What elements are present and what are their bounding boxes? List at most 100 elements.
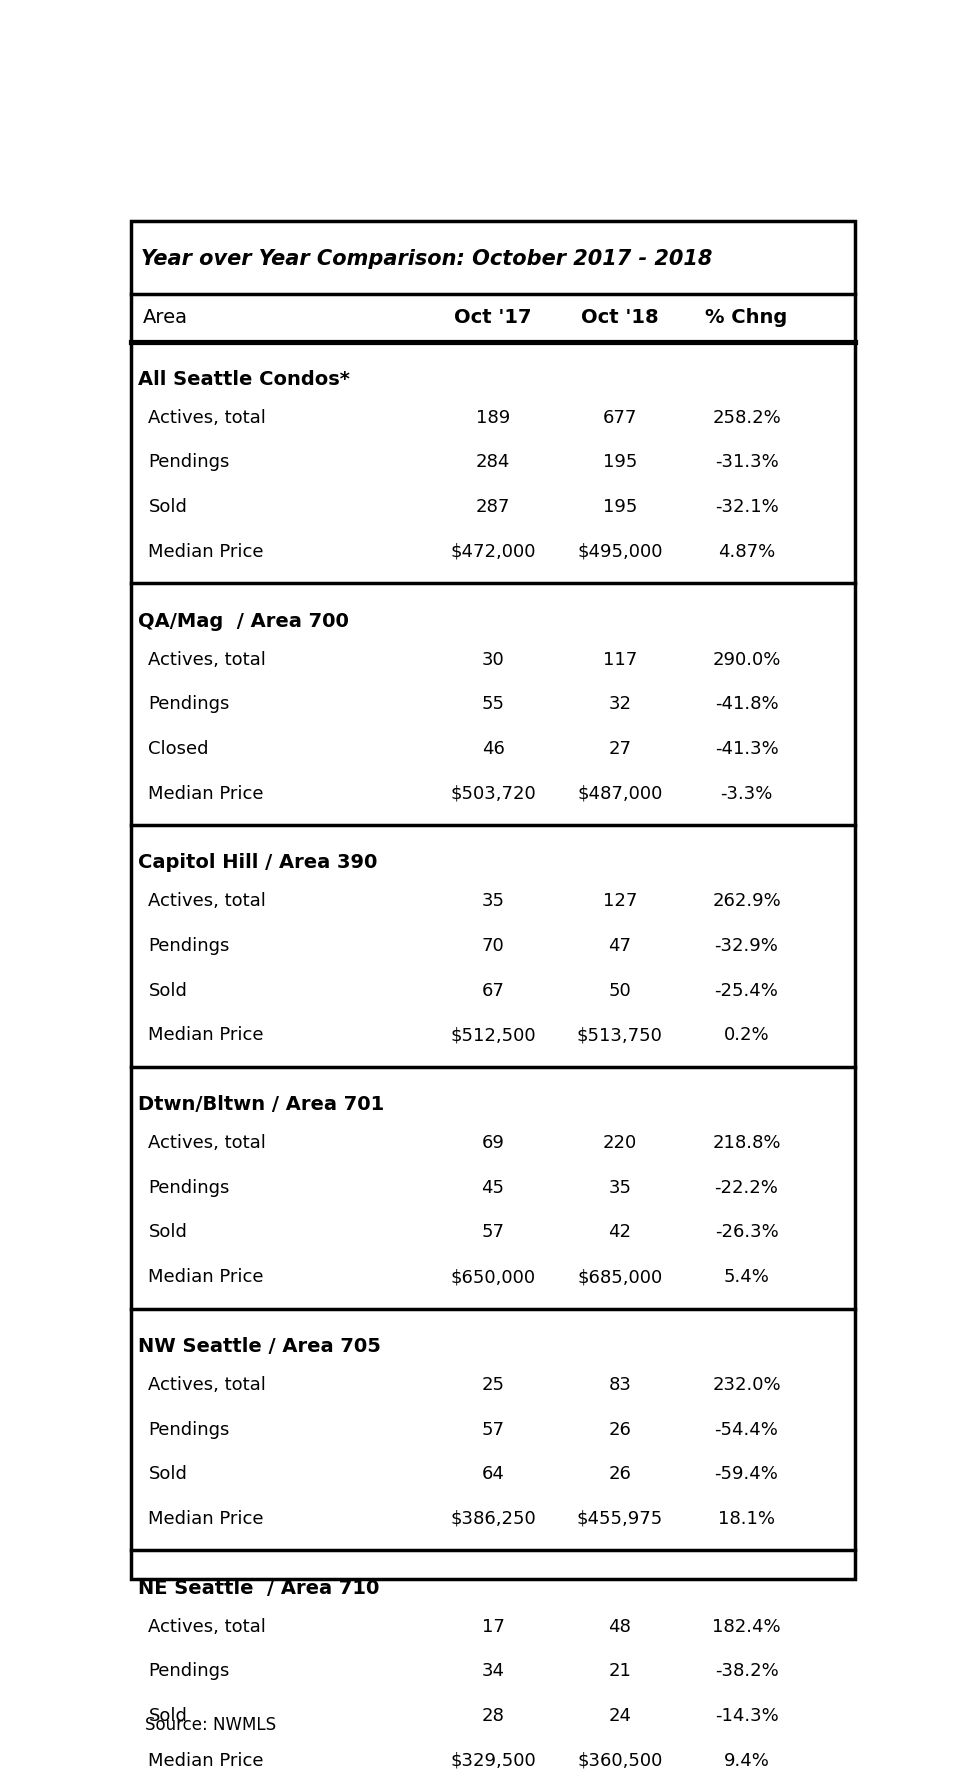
Text: -22.2%: -22.2% [714, 1180, 777, 1198]
Text: 27: 27 [607, 740, 630, 757]
Text: % Chng: % Chng [704, 308, 787, 328]
Text: 34: 34 [481, 1663, 504, 1680]
Text: $503,720: $503,720 [450, 784, 535, 802]
Text: 24: 24 [607, 1707, 630, 1725]
Text: 117: 117 [602, 650, 636, 668]
Text: $685,000: $685,000 [577, 1269, 662, 1287]
Text: 46: 46 [481, 740, 504, 757]
Text: 0.2%: 0.2% [723, 1026, 769, 1044]
Text: Actives, total: Actives, total [148, 1618, 266, 1636]
Text: 189: 189 [476, 408, 509, 428]
Text: Sold: Sold [148, 1224, 187, 1242]
Text: All Seattle Condos*: All Seattle Condos* [137, 371, 349, 388]
Text: NE Seattle  / Area 710: NE Seattle / Area 710 [137, 1579, 379, 1598]
Text: 4.87%: 4.87% [717, 544, 775, 561]
Text: $360,500: $360,500 [577, 1752, 662, 1770]
Text: 258.2%: 258.2% [711, 408, 780, 428]
Text: 21: 21 [607, 1663, 630, 1680]
Text: 26: 26 [607, 1465, 630, 1483]
Text: Median Price: Median Price [148, 1752, 263, 1770]
Text: Pendings: Pendings [148, 1180, 230, 1198]
Text: 45: 45 [481, 1180, 504, 1198]
Text: -38.2%: -38.2% [714, 1663, 777, 1680]
Text: 57: 57 [481, 1224, 504, 1242]
Text: 232.0%: 232.0% [711, 1376, 780, 1394]
Text: 9.4%: 9.4% [723, 1752, 769, 1770]
Text: 262.9%: 262.9% [711, 893, 780, 911]
Text: QA/Mag  / Area 700: QA/Mag / Area 700 [137, 611, 348, 631]
Text: Capitol Hill / Area 390: Capitol Hill / Area 390 [137, 854, 377, 873]
Text: 30: 30 [481, 650, 504, 668]
Text: Actives, total: Actives, total [148, 408, 266, 428]
Text: Pendings: Pendings [148, 937, 230, 955]
Text: 57: 57 [481, 1420, 504, 1438]
Text: $487,000: $487,000 [577, 784, 662, 802]
Text: 42: 42 [607, 1224, 630, 1242]
Text: Median Price: Median Price [148, 544, 263, 561]
Text: Sold: Sold [148, 982, 187, 1000]
Text: -41.3%: -41.3% [714, 740, 777, 757]
Text: Oct '18: Oct '18 [580, 308, 658, 328]
Text: -54.4%: -54.4% [714, 1420, 777, 1438]
Text: Median Price: Median Price [148, 1026, 263, 1044]
Text: 195: 195 [602, 499, 636, 517]
Text: Pendings: Pendings [148, 1420, 230, 1438]
Text: $455,975: $455,975 [576, 1509, 662, 1527]
Text: Closed: Closed [148, 740, 209, 757]
Text: 5.4%: 5.4% [723, 1269, 769, 1287]
Text: $512,500: $512,500 [450, 1026, 535, 1044]
Text: 28: 28 [481, 1707, 504, 1725]
Text: Pendings: Pendings [148, 695, 230, 713]
Text: 35: 35 [607, 1180, 630, 1198]
Text: Year over Year Comparison: October 2017 - 2018: Year over Year Comparison: October 2017 … [140, 249, 711, 269]
Text: $329,500: $329,500 [450, 1752, 535, 1770]
Text: 55: 55 [481, 695, 504, 713]
Text: Median Price: Median Price [148, 1509, 263, 1527]
Text: -3.3%: -3.3% [720, 784, 772, 802]
Text: 70: 70 [481, 937, 504, 955]
Text: 48: 48 [607, 1618, 630, 1636]
Text: 127: 127 [602, 893, 636, 911]
Text: 284: 284 [476, 453, 509, 472]
Text: 67: 67 [481, 982, 504, 1000]
Text: 83: 83 [607, 1376, 630, 1394]
Text: Actives, total: Actives, total [148, 1376, 266, 1394]
Text: Actives, total: Actives, total [148, 650, 266, 668]
Text: 47: 47 [607, 937, 630, 955]
Text: Actives, total: Actives, total [148, 1133, 266, 1153]
Text: -26.3%: -26.3% [714, 1224, 777, 1242]
Text: Median Price: Median Price [148, 784, 263, 802]
Text: $495,000: $495,000 [577, 544, 662, 561]
Text: -59.4%: -59.4% [714, 1465, 777, 1483]
Text: 290.0%: 290.0% [711, 650, 780, 668]
Text: 182.4%: 182.4% [711, 1618, 780, 1636]
Text: -25.4%: -25.4% [714, 982, 777, 1000]
Text: 64: 64 [481, 1465, 504, 1483]
Text: Source: NWMLS: Source: NWMLS [145, 1716, 276, 1734]
Text: 220: 220 [602, 1133, 636, 1153]
Text: Median Price: Median Price [148, 1269, 263, 1287]
Text: $386,250: $386,250 [450, 1509, 535, 1527]
Text: 32: 32 [607, 695, 630, 713]
Text: 287: 287 [476, 499, 509, 517]
Text: $650,000: $650,000 [450, 1269, 535, 1287]
Text: Sold: Sold [148, 1465, 187, 1483]
Text: Area: Area [142, 308, 187, 328]
Text: 26: 26 [607, 1420, 630, 1438]
Text: 195: 195 [602, 453, 636, 472]
Text: Dtwn/Bltwn / Area 701: Dtwn/Bltwn / Area 701 [137, 1096, 383, 1114]
Text: 35: 35 [481, 893, 504, 911]
Text: $513,750: $513,750 [577, 1026, 662, 1044]
Text: -32.1%: -32.1% [714, 499, 777, 517]
Text: 218.8%: 218.8% [711, 1133, 780, 1153]
Text: Oct '17: Oct '17 [454, 308, 531, 328]
Text: Pendings: Pendings [148, 453, 230, 472]
Text: 677: 677 [602, 408, 636, 428]
Text: -32.9%: -32.9% [714, 937, 777, 955]
Text: -31.3%: -31.3% [714, 453, 777, 472]
Text: 17: 17 [481, 1618, 504, 1636]
Text: -14.3%: -14.3% [714, 1707, 777, 1725]
Text: Sold: Sold [148, 499, 187, 517]
Text: 25: 25 [481, 1376, 504, 1394]
Text: NW Seattle / Area 705: NW Seattle / Area 705 [137, 1336, 381, 1356]
